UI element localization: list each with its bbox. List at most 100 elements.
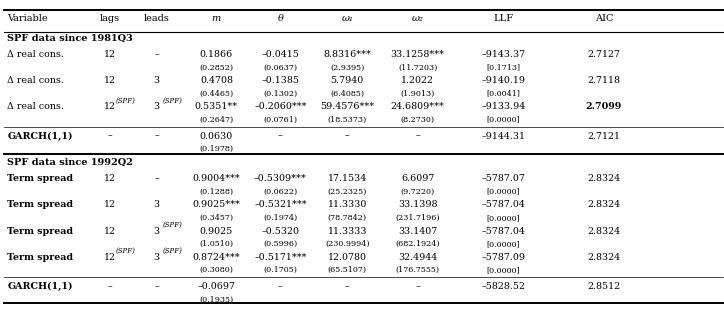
- Text: 24.6809***: 24.6809***: [391, 102, 445, 111]
- Text: –9140.19: –9140.19: [481, 76, 526, 85]
- Text: (682.1924): (682.1924): [395, 240, 440, 248]
- Text: 0.0630: 0.0630: [200, 132, 233, 140]
- Text: 6.6097: 6.6097: [401, 174, 434, 183]
- Text: (SPF): (SPF): [162, 221, 182, 229]
- Text: [0.0000]: [0.0000]: [487, 266, 520, 274]
- Text: –5828.52: –5828.52: [481, 282, 526, 291]
- Text: –: –: [416, 282, 420, 291]
- Text: –0.2060***: –0.2060***: [254, 102, 307, 111]
- Text: Term spread: Term spread: [7, 253, 73, 262]
- Text: (0.1302): (0.1302): [264, 90, 298, 98]
- Text: –: –: [154, 174, 159, 183]
- Text: (1.0510): (1.0510): [199, 240, 233, 248]
- Text: –: –: [278, 132, 283, 140]
- Text: 12: 12: [104, 102, 116, 111]
- Text: –0.5321***: –0.5321***: [254, 200, 307, 210]
- Text: AIC: AIC: [594, 14, 613, 23]
- Text: (0.0637): (0.0637): [264, 63, 298, 71]
- Text: –5787.04: –5787.04: [481, 227, 525, 236]
- Text: (0.1978): (0.1978): [199, 145, 233, 153]
- Text: –0.0415: –0.0415: [261, 50, 299, 59]
- Text: [0.0000]: [0.0000]: [487, 188, 520, 196]
- Text: 8.8316***: 8.8316***: [324, 50, 371, 59]
- Text: 12: 12: [104, 174, 116, 183]
- Text: 33.1258***: 33.1258***: [391, 50, 445, 59]
- Text: –0.0697: –0.0697: [198, 282, 235, 291]
- Text: m: m: [212, 14, 221, 23]
- Text: 2.8324: 2.8324: [587, 227, 620, 236]
- Text: (231.7196): (231.7196): [395, 214, 440, 222]
- Text: 17.1534: 17.1534: [328, 174, 367, 183]
- Text: –: –: [108, 132, 112, 140]
- Text: (176.7555): (176.7555): [395, 266, 439, 274]
- Text: (2.9395): (2.9395): [330, 63, 364, 71]
- Text: Term spread: Term spread: [7, 174, 73, 183]
- Text: –: –: [154, 282, 159, 291]
- Text: (8.2730): (8.2730): [400, 116, 435, 124]
- Text: 1.2022: 1.2022: [401, 76, 434, 85]
- Text: [0.0000]: [0.0000]: [487, 116, 520, 124]
- Text: (78.7842): (78.7842): [328, 214, 367, 222]
- Text: (SPF): (SPF): [116, 97, 135, 105]
- Text: (1.9013): (1.9013): [400, 90, 435, 98]
- Text: 3: 3: [153, 102, 160, 111]
- Text: 3: 3: [153, 227, 160, 236]
- Text: ω₂: ω₂: [412, 14, 424, 23]
- Text: 12: 12: [104, 200, 116, 210]
- Text: –: –: [345, 282, 350, 291]
- Text: 12: 12: [104, 76, 116, 85]
- Text: 2.8324: 2.8324: [587, 174, 620, 183]
- Text: Term spread: Term spread: [7, 200, 73, 210]
- Text: –0.5309***: –0.5309***: [254, 174, 307, 183]
- Text: (0.2647): (0.2647): [199, 116, 234, 124]
- Text: lags: lags: [100, 14, 120, 23]
- Text: 33.1398: 33.1398: [398, 200, 437, 210]
- Text: Term spread: Term spread: [7, 227, 73, 236]
- Text: (0.1288): (0.1288): [199, 188, 233, 196]
- Text: Δ real cons.: Δ real cons.: [7, 102, 64, 111]
- Text: (0.3080): (0.3080): [199, 266, 233, 274]
- Text: Δ real cons.: Δ real cons.: [7, 50, 64, 59]
- Text: (0.1705): (0.1705): [264, 266, 298, 274]
- Text: 12: 12: [104, 227, 116, 236]
- Text: (0.1974): (0.1974): [264, 214, 298, 222]
- Text: GARCH(1,1): GARCH(1,1): [7, 132, 72, 141]
- Text: 0.5351**: 0.5351**: [195, 102, 238, 111]
- Text: –0.5320: –0.5320: [261, 227, 300, 236]
- Text: Δ real cons.: Δ real cons.: [7, 76, 64, 85]
- Text: 0.8724***: 0.8724***: [193, 253, 240, 262]
- Text: 2.8512: 2.8512: [587, 282, 620, 291]
- Text: 32.4944: 32.4944: [398, 253, 437, 262]
- Text: (0.3457): (0.3457): [199, 214, 233, 222]
- Text: (SPF): (SPF): [162, 97, 182, 105]
- Text: (0.5996): (0.5996): [264, 240, 298, 248]
- Text: (0.0761): (0.0761): [264, 116, 298, 124]
- Text: (9.7220): (9.7220): [400, 188, 435, 196]
- Text: –5787.04: –5787.04: [481, 200, 525, 210]
- Text: 12: 12: [104, 253, 116, 262]
- Text: (0.0622): (0.0622): [264, 188, 298, 196]
- Text: 2.8324: 2.8324: [587, 253, 620, 262]
- Text: ω₁: ω₁: [341, 14, 353, 23]
- Text: 2.7121: 2.7121: [587, 132, 620, 140]
- Text: (230.9994): (230.9994): [325, 240, 369, 248]
- Text: [0.1713]: [0.1713]: [487, 63, 521, 71]
- Text: 5.7940: 5.7940: [331, 76, 364, 85]
- Text: 2.7099: 2.7099: [586, 102, 622, 111]
- Text: –: –: [345, 132, 350, 140]
- Text: 0.4708: 0.4708: [200, 76, 233, 85]
- Text: (6.4085): (6.4085): [330, 90, 364, 98]
- Text: (18.5373): (18.5373): [328, 116, 367, 124]
- Text: (0.4465): (0.4465): [199, 90, 234, 98]
- Text: 3: 3: [153, 200, 160, 210]
- Text: LLF: LLF: [493, 14, 513, 23]
- Text: –9144.31: –9144.31: [481, 132, 526, 140]
- Text: 2.7118: 2.7118: [587, 76, 620, 85]
- Text: (25.2325): (25.2325): [327, 188, 367, 196]
- Text: (SPF): (SPF): [116, 247, 135, 255]
- Text: (11.7203): (11.7203): [398, 63, 437, 71]
- Text: 0.9025: 0.9025: [200, 227, 233, 236]
- Text: 3: 3: [153, 253, 160, 262]
- Text: 11.3330: 11.3330: [327, 200, 367, 210]
- Text: Variable: Variable: [7, 14, 48, 23]
